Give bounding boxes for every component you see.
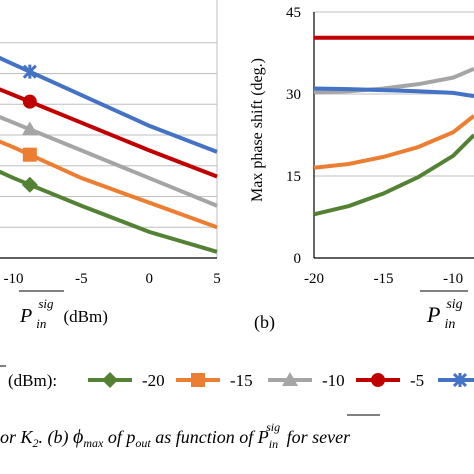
panel-b-x-tick-label: -10: [443, 271, 463, 287]
panel-a-data-marker: [22, 64, 37, 79]
panel-a-x-tick-label: 0: [145, 271, 153, 287]
panel-a-series: [0, 55, 218, 254]
panel-a-series-line: [0, 115, 218, 208]
panel-a-series-line: [0, 139, 218, 230]
legend-label: -10: [322, 371, 345, 390]
panel-b-series-line: [313, 86, 474, 99]
legend-label: -20: [142, 371, 165, 390]
panel-b-x-tick-label: -15: [374, 271, 394, 287]
panel-b-x-label: P in sig: [426, 297, 463, 332]
panel-b-label: (b): [254, 312, 275, 333]
panel-b-y-tick-label: 0: [294, 251, 302, 267]
panel-b-y-tick-label: 45: [286, 5, 301, 21]
panel-b-series: [313, 35, 474, 217]
panel-b-y-tick-labels: 0 15 30 45: [286, 5, 301, 267]
panel-b-series-line: [313, 67, 474, 95]
legend-marker: [452, 372, 468, 388]
panel-a-data-marker: [22, 94, 37, 109]
legend-items: -20 -15 -10 -5: [88, 371, 474, 390]
panel-a-series-line: [0, 169, 218, 254]
panel-a-data-marker: [21, 176, 38, 193]
panel-b-series-line: [313, 133, 474, 217]
panel-a-chart: -10 -5 0 5 P in sig (dBm): [0, 0, 221, 332]
panel-b-y-tick-label: 15: [286, 169, 301, 185]
legend-title: (dBm):: [8, 371, 57, 390]
panel-a-data-marker: [22, 147, 37, 162]
panel-a-x-tick-labels: -10 -5 0 5: [4, 271, 221, 287]
panel-a-data-marker: [21, 121, 38, 136]
legend-marker: [191, 373, 205, 387]
legend-marker: [371, 373, 385, 387]
panel-a-x-tick-label: -10: [4, 271, 24, 287]
legend-marker: [282, 372, 298, 386]
panel-b-x-tick-label: -20: [304, 271, 324, 287]
legend-label: -15: [230, 371, 253, 390]
legend-label: -5: [410, 371, 424, 390]
panel-a-x-label: P in sig (dBm): [19, 295, 108, 332]
panel-b-y-label: Max phase shift (deg.): [249, 58, 266, 202]
panel-b-y-tick-label: 30: [286, 87, 301, 103]
panel-a-series-line: [0, 87, 218, 179]
panel-a-series-line: [0, 55, 218, 154]
panel-b-x-tick-labels: -20 -15 -10: [304, 271, 463, 287]
legend: (dBm): -20 -15 -10 -5: [0, 365, 474, 390]
figure-caption: or K2. (b) ϕmax of pout as function of P…: [0, 420, 351, 451]
panel-a-x-tick-label: -5: [75, 271, 88, 287]
panel-b-series-line: [313, 114, 474, 170]
panel-b-chart: Max phase shift (deg.) 0 15 30 45 -20 -15 -10…: [249, 5, 474, 333]
legend-marker: [102, 372, 118, 388]
panel-a-x-tick-label: 5: [213, 271, 221, 287]
